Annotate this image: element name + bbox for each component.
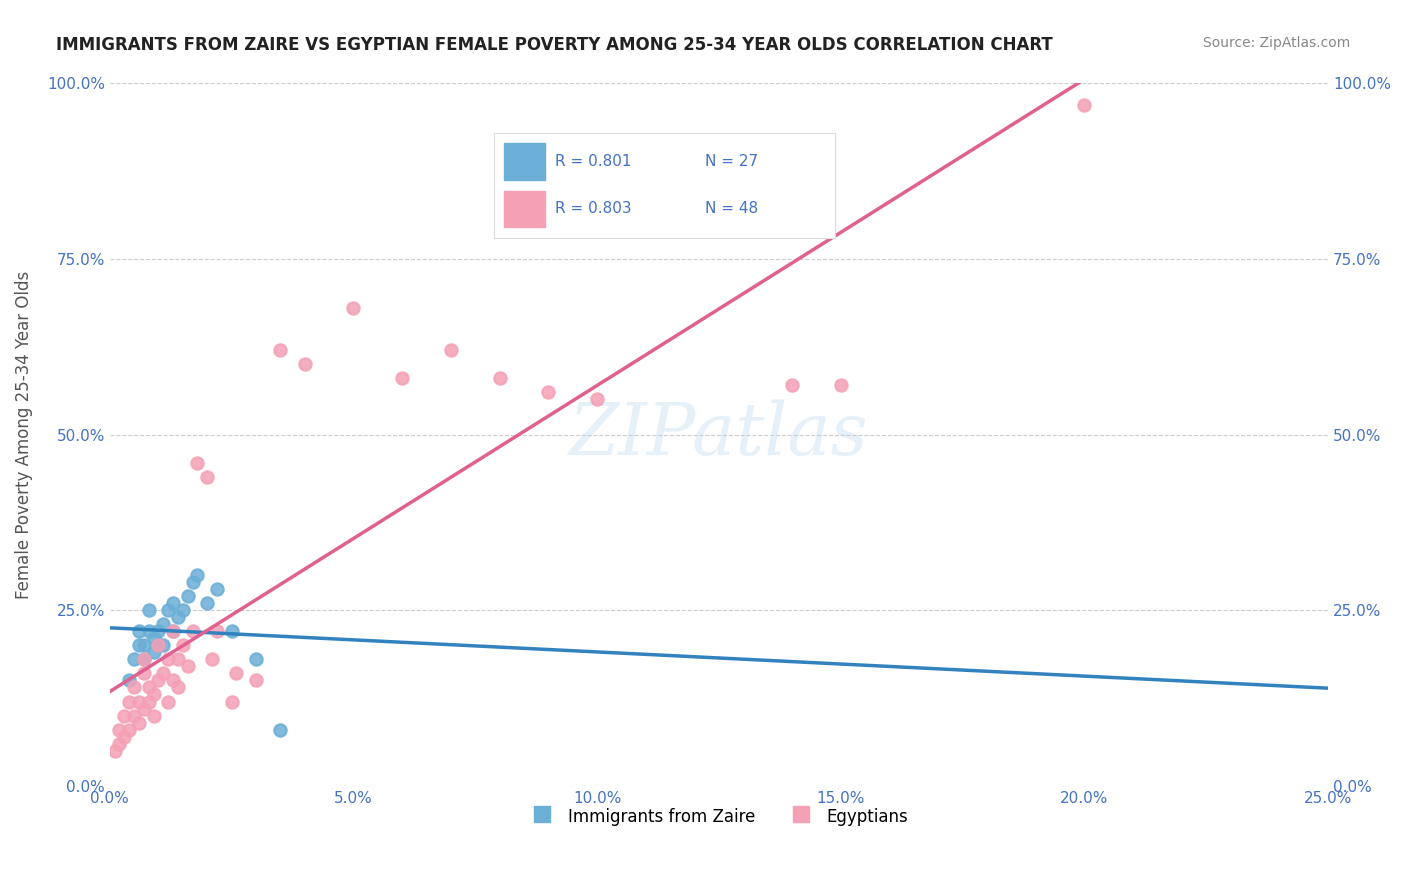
- Point: [157, 652, 180, 666]
- Point: [122, 681, 145, 695]
- Legend: Immigrants from Zaire, Egyptians: Immigrants from Zaire, Egyptians: [523, 800, 915, 834]
- Point: [195, 596, 218, 610]
- Point: [162, 596, 184, 610]
- Point: [181, 624, 204, 639]
- Point: [132, 701, 155, 715]
- Point: [138, 603, 160, 617]
- Point: [148, 673, 170, 688]
- Text: IMMIGRANTS FROM ZAIRE VS EGYPTIAN FEMALE POVERTY AMONG 25-34 YEAR OLDS CORRELATI: IMMIGRANTS FROM ZAIRE VS EGYPTIAN FEMALE…: [56, 36, 1053, 54]
- Point: [440, 343, 463, 358]
- Point: [128, 638, 150, 652]
- Point: [142, 708, 165, 723]
- Point: [122, 708, 145, 723]
- Point: [112, 730, 135, 744]
- Point: [142, 645, 165, 659]
- Y-axis label: Female Poverty Among 25-34 Year Olds: Female Poverty Among 25-34 Year Olds: [15, 270, 32, 599]
- Point: [132, 666, 155, 681]
- Point: [167, 610, 190, 624]
- Point: [148, 624, 170, 639]
- Point: [104, 744, 127, 758]
- Point: [830, 378, 852, 392]
- Point: [488, 371, 510, 385]
- Point: [186, 568, 208, 582]
- Point: [118, 694, 141, 708]
- Point: [132, 638, 155, 652]
- Point: [152, 617, 174, 632]
- Text: ZIPatlas: ZIPatlas: [569, 400, 869, 470]
- Point: [162, 673, 184, 688]
- Point: [132, 652, 155, 666]
- Point: [221, 624, 243, 639]
- Point: [138, 694, 160, 708]
- Point: [780, 378, 803, 392]
- Point: [152, 666, 174, 681]
- Point: [108, 723, 131, 737]
- Point: [122, 652, 145, 666]
- Point: [112, 708, 135, 723]
- Point: [177, 589, 200, 603]
- Point: [128, 624, 150, 639]
- Point: [167, 652, 190, 666]
- Point: [245, 652, 267, 666]
- Point: [269, 343, 291, 358]
- Point: [269, 723, 291, 737]
- Point: [181, 575, 204, 590]
- Point: [221, 694, 243, 708]
- Point: [148, 638, 170, 652]
- Point: [245, 673, 267, 688]
- Point: [586, 392, 609, 407]
- Point: [152, 638, 174, 652]
- Point: [172, 638, 194, 652]
- Point: [142, 632, 165, 646]
- Point: [128, 694, 150, 708]
- Point: [186, 456, 208, 470]
- Point: [1073, 97, 1095, 112]
- Point: [157, 603, 180, 617]
- Point: [294, 357, 316, 371]
- Point: [138, 681, 160, 695]
- Point: [142, 688, 165, 702]
- Text: Source: ZipAtlas.com: Source: ZipAtlas.com: [1202, 36, 1350, 50]
- Point: [128, 715, 150, 730]
- Point: [342, 301, 364, 316]
- Point: [118, 723, 141, 737]
- Point: [391, 371, 413, 385]
- Point: [225, 666, 247, 681]
- Point: [157, 694, 180, 708]
- Point: [205, 624, 228, 639]
- Point: [108, 737, 131, 751]
- Point: [201, 652, 224, 666]
- Point: [205, 582, 228, 596]
- Point: [118, 673, 141, 688]
- Point: [195, 469, 218, 483]
- Point: [172, 603, 194, 617]
- Point: [167, 681, 190, 695]
- Point: [162, 624, 184, 639]
- Point: [132, 652, 155, 666]
- Point: [537, 385, 560, 400]
- Point: [177, 659, 200, 673]
- Point: [138, 624, 160, 639]
- Point: [162, 624, 184, 639]
- Point: [148, 638, 170, 652]
